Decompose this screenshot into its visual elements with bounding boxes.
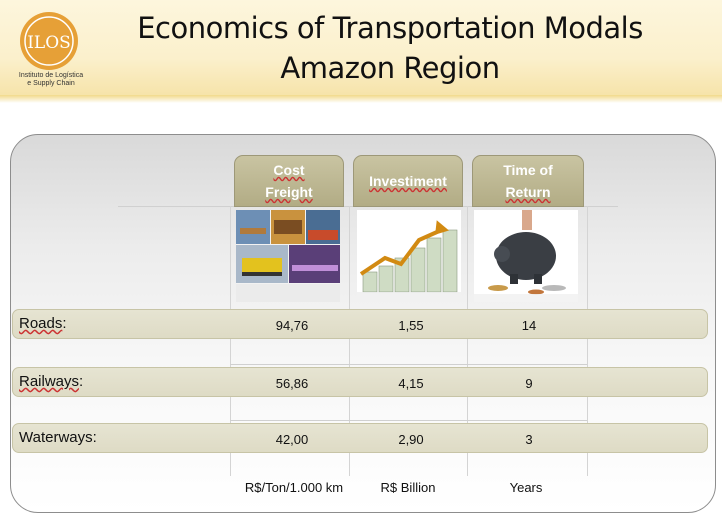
ilos-logo: ILOS (18, 10, 80, 72)
cost-freight-value: 94,76 (275, 318, 309, 333)
page-title: Economics of Transportation Modals Amazo… (100, 8, 680, 88)
cost-freight-value: 42,00 (275, 432, 309, 447)
table-row-railways: Railways: 56,86 4,15 9 (12, 367, 708, 397)
grid-line (230, 206, 231, 476)
investment-unit: R$ Billion (380, 480, 436, 495)
grid-line (467, 206, 468, 476)
table-row-waterways: Waterways: 42,00 2,90 3 (12, 423, 708, 453)
column-header-investment: Investiment (353, 155, 463, 207)
row-label: Waterways: (19, 429, 97, 446)
money-growth-image (357, 210, 461, 302)
time-of-return-value: 9 (525, 376, 533, 391)
grid-line (230, 364, 587, 365)
cost-freight-unit: R$/Ton/1.000 km (244, 480, 344, 495)
time-of-return-unit: Years (509, 480, 543, 495)
title-line-2: Amazon Region (280, 51, 500, 85)
investment-value: 4,15 (398, 376, 424, 391)
grid-line (230, 420, 587, 421)
svg-text:ILOS: ILOS (27, 33, 71, 53)
time-of-return-value: 3 (525, 432, 533, 447)
grid-line (349, 206, 350, 476)
investment-value: 1,55 (398, 318, 424, 333)
investment-value: 2,90 (398, 432, 424, 447)
column-header-cost-freight: Cost Freight (234, 155, 344, 207)
row-label: Roads: (19, 315, 67, 332)
logo-caption: Instituto de Logística e Supply Chain (18, 72, 84, 87)
header-band (0, 0, 722, 97)
column-header-time-of-return: Time of Return (472, 155, 584, 207)
header-divider (0, 95, 722, 103)
row-label: Railways: (19, 373, 84, 390)
piggy-bank-image (474, 210, 578, 302)
cost-freight-value: 56,86 (275, 376, 309, 391)
time-of-return-value: 14 (521, 318, 537, 333)
transport-collage-image (236, 210, 340, 302)
grid-line (587, 206, 588, 476)
table-row-roads: Roads: 94,76 1,55 14 (12, 309, 708, 339)
title-line-1: Economics of Transportation Modals (137, 11, 643, 45)
